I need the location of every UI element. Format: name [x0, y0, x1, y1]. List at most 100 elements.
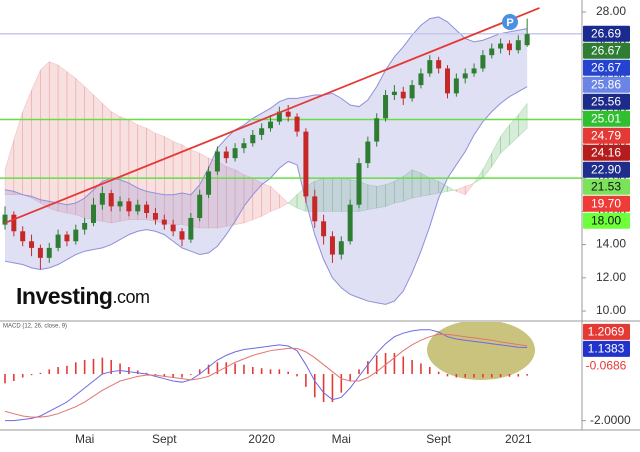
y-tick-label: 14.00: [596, 237, 626, 251]
value-marker-box: [583, 42, 630, 59]
cloud-segment: [509, 114, 519, 146]
value-marker-box: [583, 144, 630, 161]
band-area: [5, 16, 528, 305]
candle-body: [418, 73, 424, 86]
cloud-segment: [287, 194, 298, 209]
macd-histogram-bar: [429, 367, 431, 375]
cloud-segment: [482, 153, 493, 179]
macd-histogram-bar: [313, 374, 316, 398]
candle-body: [321, 221, 327, 237]
cloud-segment: [270, 185, 280, 212]
macd-histogram-bar: [384, 353, 387, 375]
value-marker-label: 1.2069: [588, 325, 625, 339]
macd-histogram-bar: [48, 369, 51, 375]
x-tick-label: Sept: [426, 432, 451, 446]
candle-body: [46, 247, 52, 258]
cloud-segment: [57, 64, 68, 214]
macd-tick-label: -2.0000: [590, 413, 631, 427]
cloud-segment: [172, 141, 183, 225]
candle-body: [498, 43, 504, 49]
logo-name: Investing: [16, 283, 112, 309]
x-tick-label: Sept: [152, 432, 177, 446]
macd-histogram-bar: [101, 357, 104, 375]
value-marker-label: 22.90: [591, 162, 621, 176]
axes: 10.0012.0014.0016.0018.0020.0022.0024.00…: [75, 4, 631, 446]
candle-body: [303, 131, 309, 197]
candle-body: [436, 60, 442, 69]
macd-histogram-bar: [305, 374, 307, 387]
macd-histogram-bar: [420, 363, 422, 375]
cloud-segment: [447, 185, 457, 192]
macd-histogram-bar: [21, 374, 24, 378]
y-tick-label: 12.00: [596, 270, 626, 284]
value-marker-label: 19.70: [591, 196, 621, 210]
value-marker-label: 26.69: [591, 26, 621, 40]
value-marker-label: 1.1383: [588, 342, 625, 356]
macd-histogram-bar: [128, 367, 130, 375]
macd-histogram-bar: [517, 374, 520, 377]
macd-histogram-bar: [110, 360, 112, 375]
value-marker-box: [583, 93, 630, 110]
macd-histogram-bar: [473, 374, 475, 378]
macd-histogram-bar: [331, 374, 334, 403]
macd-histogram-bar: [216, 362, 219, 375]
candle-body: [99, 193, 105, 205]
value-marker-label: 24.79: [591, 128, 621, 142]
macd-histogram-bar: [225, 362, 228, 375]
macd-histogram-bar: [482, 374, 484, 378]
macd-line: [5, 329, 528, 422]
y-tick-label: 28.00: [596, 4, 626, 18]
macd-histogram-bar: [358, 369, 360, 375]
candle-body: [427, 60, 433, 74]
cloud-segment: [279, 194, 289, 209]
macd-histogram-bar: [287, 371, 289, 375]
candle-body: [489, 48, 495, 56]
macd-histogram-bar: [446, 374, 449, 377]
value-marker-box: [583, 59, 630, 76]
value-marker-box: [583, 357, 630, 374]
macd-histogram-bar: [83, 360, 86, 375]
candle-body: [29, 241, 35, 248]
macd-histogram-bar: [207, 364, 210, 375]
candle-body: [365, 141, 371, 164]
macd-histogram-bar: [66, 365, 68, 375]
cloud-segment: [420, 172, 431, 197]
cloud-segment: [367, 184, 378, 211]
macd-histogram-bar: [455, 374, 458, 378]
value-marker-box: [583, 178, 630, 195]
value-marker-box: [583, 340, 630, 357]
macd-pane: [4, 322, 535, 422]
candle-body: [82, 222, 88, 230]
value-marker-box: [583, 323, 630, 340]
candle-body: [20, 231, 26, 242]
candle-body: [11, 214, 17, 232]
cloud-segment: [13, 111, 24, 196]
macd-histogram-bar: [30, 374, 33, 376]
macd-histogram-bar: [119, 363, 121, 375]
event-marker: [502, 14, 518, 30]
cloud-segment: [22, 89, 32, 199]
cloud-segment: [473, 168, 484, 184]
macd-histogram-bar: [145, 372, 148, 375]
value-marker-label: 25.86: [591, 77, 621, 91]
macd-histogram-bar: [508, 374, 511, 377]
trendline: [4, 7, 540, 224]
x-tick-label: Mai: [75, 432, 94, 446]
candle-body: [126, 201, 132, 212]
candle-body: [259, 128, 265, 135]
candle-body: [73, 229, 79, 242]
candle-body: [188, 217, 194, 240]
cloud-segment: [128, 119, 139, 220]
macd-histogram-bar: [181, 374, 183, 378]
macd-histogram-bar: [136, 370, 139, 375]
macd-histogram-bar: [4, 374, 6, 384]
macd-title: MACD (12, 26, close, 9): [3, 324, 67, 330]
candle-body: [462, 73, 468, 79]
candle-body: [524, 34, 530, 46]
band-line: [4, 86, 528, 305]
candle-body: [338, 241, 344, 255]
candle-body: [223, 151, 229, 159]
candle-body: [383, 95, 389, 119]
cloud-segment: [75, 77, 85, 219]
cloud-segment: [491, 136, 501, 168]
